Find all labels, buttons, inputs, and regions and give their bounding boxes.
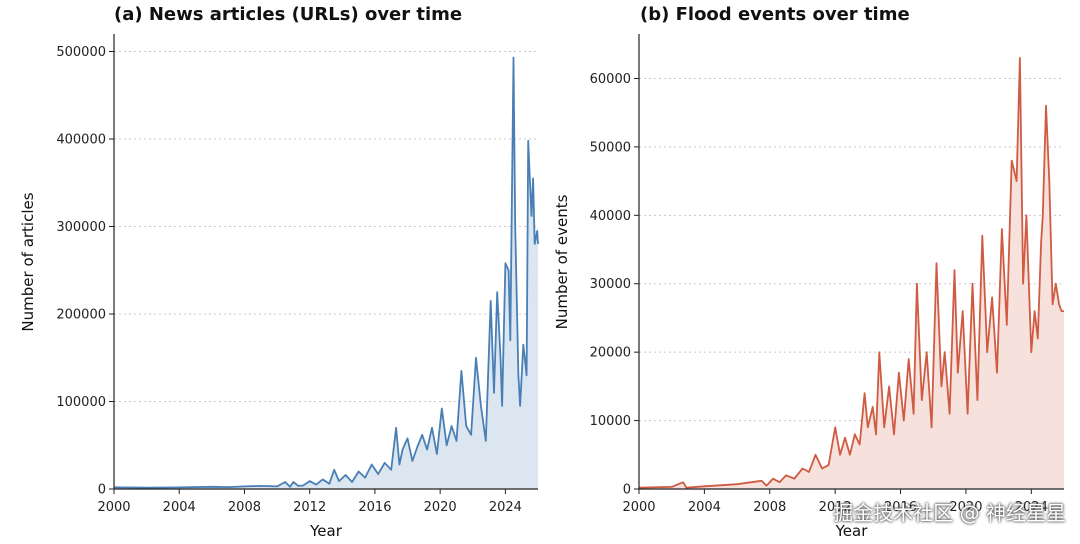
series-area	[639, 57, 1064, 490]
y-tick-label: 30000	[590, 277, 631, 292]
y-tick-label: 400000	[56, 133, 106, 148]
panel-a-title: (a) News articles (URLs) over time	[114, 4, 463, 25]
y-tick-label: 100000	[56, 395, 106, 410]
x-tick-label: 2012	[293, 500, 326, 515]
chart-b-plot: 0 10000 20000 30000 40000 50000 60000 2000 2004 2…	[553, 34, 1064, 540]
y-tick-label: 40000	[590, 209, 631, 224]
x-tick-label: 2016	[358, 500, 391, 515]
y-tick-label: 0	[98, 483, 106, 498]
y-tick-label: 300000	[56, 220, 106, 235]
chart-a-plot: 0 100000 200000 300000 400000 500000 2000 2004 2…	[19, 34, 539, 540]
x-axis-label: Year	[835, 522, 869, 540]
y-tick-label: 0	[623, 483, 631, 498]
x-tick-label: 2000	[622, 500, 655, 515]
series-line	[638, 57, 1064, 489]
x-tick-label: 2020	[949, 500, 982, 515]
x-tick-label: 2008	[753, 500, 786, 515]
x-tick-label: 2008	[228, 500, 261, 515]
watermark-text: 掘金技术社区 @ 神经星星	[833, 501, 1066, 525]
x-tick-label: 2024	[1015, 500, 1048, 515]
y-tick-label: 20000	[590, 346, 631, 361]
x-tick-label: 2016	[884, 500, 917, 515]
x-tick-label: 2020	[424, 500, 457, 515]
y-tick-label: 50000	[590, 140, 631, 155]
x-axis-label: Year	[309, 522, 343, 540]
x-tick-label: 2024	[489, 500, 522, 515]
series-line	[113, 56, 539, 489]
x-tick-label: 2004	[688, 500, 721, 515]
y-tick-label: 500000	[56, 45, 106, 60]
y-tick-label: 200000	[56, 308, 106, 323]
x-tick-label: 2000	[97, 500, 130, 515]
y-tick-label: 60000	[590, 72, 631, 87]
panel-b-title: (b) Flood events over time	[640, 4, 910, 25]
x-tick-label: 2004	[163, 500, 196, 515]
x-tick-label: 2012	[819, 500, 852, 515]
y-axis-label: Number of events	[553, 194, 571, 329]
series-area	[114, 57, 538, 489]
y-tick-label: 10000	[590, 414, 631, 429]
y-axis-label: Number of articles	[19, 192, 37, 331]
